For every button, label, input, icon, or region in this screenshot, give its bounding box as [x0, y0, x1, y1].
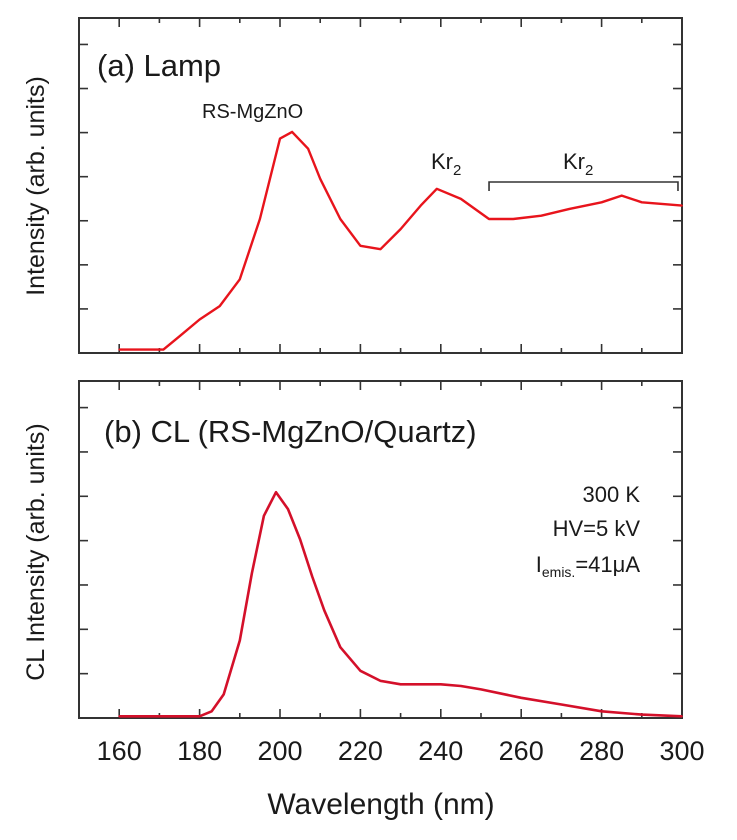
x-axis-label: Wavelength (nm)	[267, 788, 494, 821]
panel-a-label: (a) Lamp	[97, 48, 221, 83]
condition-emission-current: Iemis.=41μA	[536, 552, 641, 580]
kr2-range-bracket	[488, 181, 679, 191]
x-tick-label: 220	[338, 736, 383, 766]
annotation-rs-mgzno: RS-MgZnO	[202, 101, 303, 123]
panel-a: (a) Lamp RS-MgZnO Kr2 Kr2 Intensity (arb…	[22, 17, 683, 354]
x-tick-labels: 160 180 200 220 240 260 280 300	[97, 736, 705, 766]
condition-temperature: 300 K	[583, 482, 641, 507]
panel-b-ylabel: CL Intensity (arb. units)	[22, 423, 50, 681]
x-tick-label: 200	[257, 736, 302, 766]
condition-hv: HV=5 kV	[553, 516, 641, 541]
annotation-kr2-band: Kr2	[563, 149, 593, 179]
x-tick-label: 160	[97, 736, 142, 766]
panel-b: (b) CL (RS-MgZnO/Quartz) 300 K HV=5 kV I…	[22, 380, 705, 821]
x-tick-label: 180	[177, 736, 222, 766]
x-tick-label: 300	[659, 736, 704, 766]
panel-a-ylabel: Intensity (arb. units)	[22, 76, 50, 296]
x-tick-label: 260	[499, 736, 544, 766]
panel-b-frame	[78, 380, 683, 719]
panel-b-label: (b) CL (RS-MgZnO/Quartz)	[104, 414, 477, 449]
panel-a-frame	[78, 17, 683, 354]
x-tick-label: 280	[579, 736, 624, 766]
panel-b-series-line	[119, 490, 683, 718]
annotation-kr2-peak: Kr2	[431, 149, 461, 179]
panel-a-series-line	[119, 130, 683, 351]
panel-a-ticks	[79, 18, 683, 353]
x-tick-label: 240	[418, 736, 463, 766]
